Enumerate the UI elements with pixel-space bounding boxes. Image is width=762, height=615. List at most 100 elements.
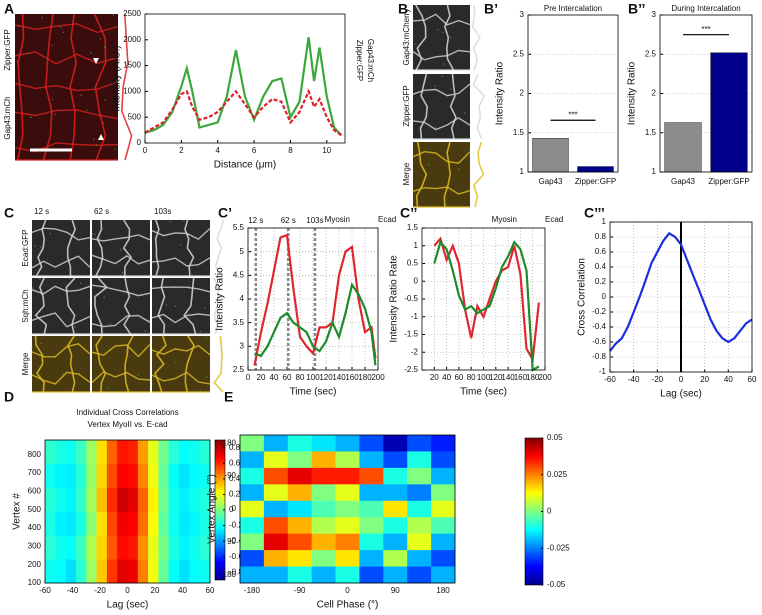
- y-axis-label: Intensity Ratio: [627, 61, 638, 125]
- speckle: [113, 148, 116, 151]
- heatmap-cell: [240, 500, 265, 518]
- cell-edge: [91, 343, 151, 358]
- heatmap-cell: [65, 487, 77, 512]
- speckle: [51, 98, 53, 101]
- legend-label: Gap43:mCh: [366, 39, 375, 82]
- y-tick-label: 600: [28, 486, 42, 495]
- heatmap-cell: [117, 511, 128, 536]
- heatmap-cell: [263, 451, 289, 469]
- cell-edge: [213, 335, 224, 393]
- cell-edge: [151, 371, 211, 385]
- speckle: [32, 287, 34, 290]
- speckle: [187, 285, 190, 287]
- y-tick-label: 800: [28, 450, 42, 459]
- heatmap-cell: [240, 533, 265, 551]
- speckle: [137, 373, 139, 376]
- speckle: [36, 376, 39, 378]
- speckle: [16, 60, 19, 63]
- speckle: [419, 188, 422, 190]
- plot-frame: [239, 434, 456, 584]
- micrograph: [31, 335, 106, 393]
- x-tick-label: 200: [371, 373, 385, 382]
- heatmap-cell: [359, 500, 384, 518]
- x-tick-label: 180: [436, 586, 450, 595]
- speckle: [59, 26, 62, 28]
- cell-edge: [412, 150, 471, 164]
- y-tick-label: 3: [240, 341, 245, 350]
- x-tick-label: 60: [748, 375, 757, 384]
- speckle: [128, 389, 130, 391]
- y-tick-label: 0: [232, 504, 237, 513]
- speckle: [434, 127, 437, 129]
- heatmap-cell: [287, 533, 312, 551]
- y-tick-label: -2: [411, 347, 419, 356]
- heatmap-cell: [359, 566, 384, 584]
- heatmap-cell: [431, 500, 456, 518]
- speckle: [177, 259, 179, 262]
- heatmap-cell: [148, 535, 159, 560]
- colorbar-tick-label: 0.8: [229, 443, 241, 452]
- y-axis-label: Intensity (A.U.): [112, 45, 123, 111]
- x-axis-label: Lag (sec): [660, 389, 702, 400]
- heatmap-cell: [431, 451, 456, 469]
- colorbar-tick-label: 0.4: [229, 474, 241, 483]
- cell-edge: [95, 335, 107, 393]
- bar: [577, 166, 614, 173]
- micrograph-bg: [413, 74, 470, 139]
- heatmap-cell: [287, 435, 312, 452]
- heatmap-cell: [168, 487, 180, 512]
- y-tick-label: 0.8: [595, 232, 607, 241]
- heatmap-cell: [335, 500, 360, 518]
- heatmap-cell: [137, 559, 149, 584]
- speckle: [94, 233, 97, 236]
- heatmap-cell: [199, 463, 211, 488]
- cell-edge: [213, 277, 220, 335]
- heatmap-cell: [96, 511, 108, 536]
- cell-edge: [14, 51, 119, 65]
- heatmap-cell: [287, 500, 312, 518]
- heatmap-cell: [117, 487, 128, 512]
- speckle: [31, 346, 33, 349]
- heatmap-cell: [127, 487, 139, 512]
- heatmap-cell: [335, 435, 360, 452]
- heatmap-cell: [158, 511, 170, 536]
- line-series: [144, 88, 343, 137]
- heatmap-cell: [106, 463, 118, 488]
- heatmap-cell: [240, 435, 265, 452]
- speckle: [120, 249, 122, 251]
- y-tick-label: -0.4: [592, 322, 606, 331]
- heatmap-cell: [127, 559, 139, 584]
- heatmap-cell: [407, 467, 432, 485]
- x-tick-label: -60: [39, 586, 51, 595]
- plot-frame: [527, 14, 619, 173]
- speckle: [449, 88, 452, 90]
- heatmap-cell: [55, 511, 66, 536]
- x-tick-label: 6: [252, 146, 257, 155]
- x-tick-label: 60: [283, 373, 292, 382]
- micrograph-bg: [32, 336, 90, 392]
- x-tick-label: 0: [345, 586, 350, 595]
- heatmap-cell: [158, 535, 170, 560]
- heatmap-cell: [431, 484, 456, 502]
- heatmap-cell: [96, 463, 108, 488]
- heatmap-cell: [148, 463, 159, 488]
- y-tick-label: 500: [28, 505, 42, 514]
- colorbar-tick-label: 0.05: [547, 433, 563, 442]
- x-axis-label: Time (sec): [460, 387, 507, 398]
- micrograph: [91, 277, 165, 335]
- cell-edge: [31, 343, 91, 358]
- bar: [710, 52, 748, 173]
- cell-edge: [69, 13, 78, 161]
- x-tick-label: 10: [322, 146, 331, 155]
- speckle: [441, 75, 444, 78]
- cell-edge: [472, 141, 485, 208]
- heatmap-cell: [431, 550, 456, 567]
- x-tick-label: 100: [477, 373, 491, 382]
- speckle: [96, 376, 99, 378]
- bar: [664, 122, 702, 173]
- heatmap-cell: [189, 559, 200, 584]
- speckle: [49, 232, 51, 235]
- speckle: [78, 372, 81, 375]
- arrowhead: [98, 134, 104, 140]
